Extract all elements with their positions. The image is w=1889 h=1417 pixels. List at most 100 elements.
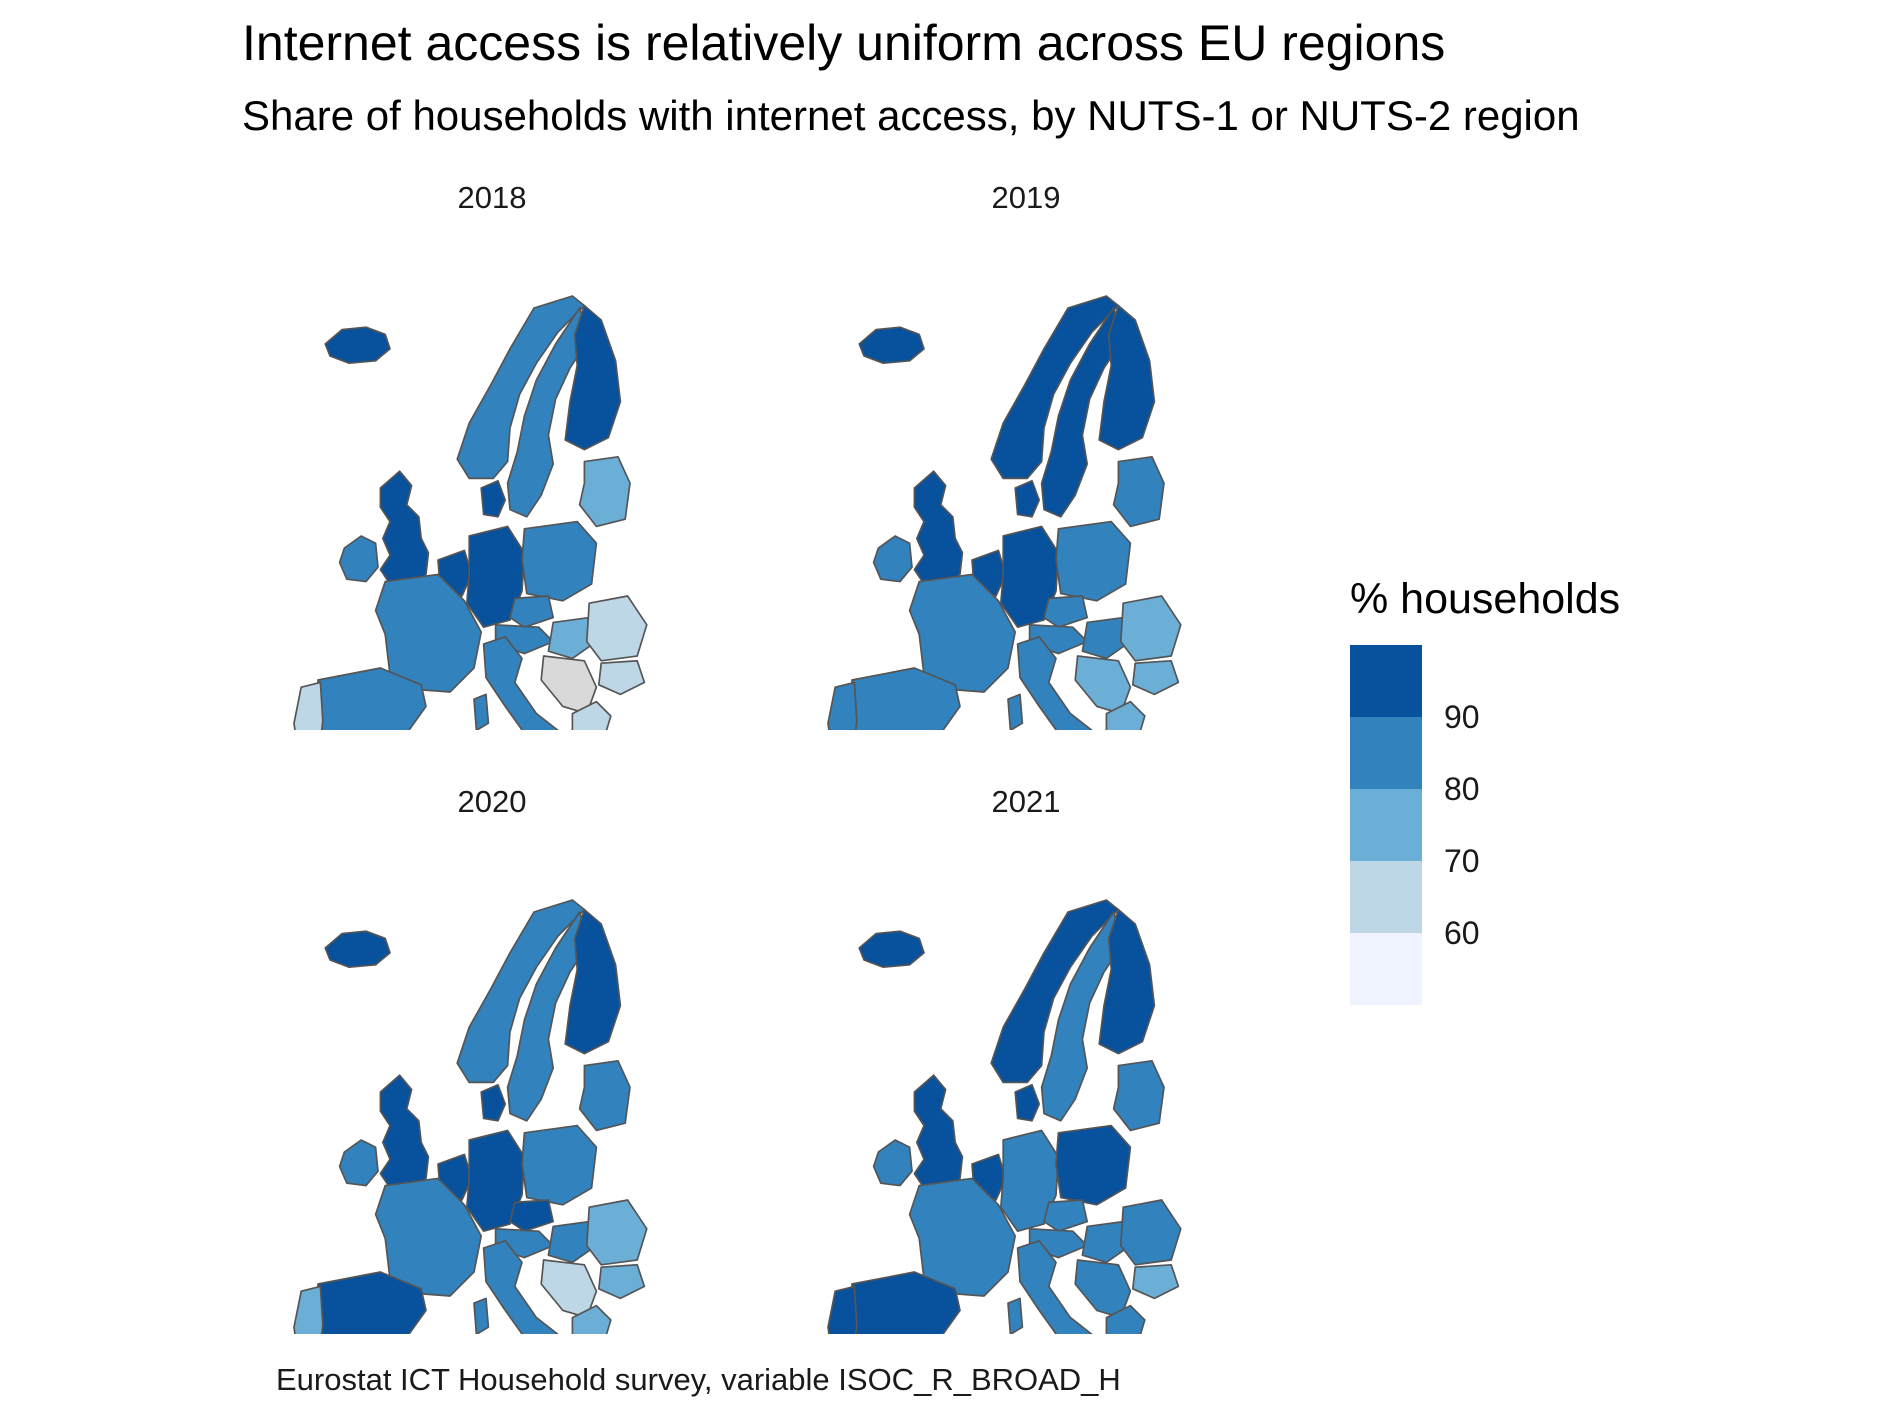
region-iceland [324,930,391,969]
legend-tick-80: 80 [1444,771,1480,807]
region-hungary [547,616,598,660]
region-greece [1105,700,1146,730]
map-regions [293,295,648,730]
region-finland [1098,908,1156,1055]
region-sweden [506,911,591,1122]
region-baltics [1112,1059,1165,1132]
region-hungary [1081,616,1132,660]
region-baltics [578,1059,631,1132]
region-iceland [858,326,925,365]
region-ireland [338,1139,379,1187]
region-poland [521,520,598,602]
chart-subtitle: Share of households with internet access… [242,92,1580,139]
legend-swatch-70-80 [1350,789,1422,861]
region-sweden [506,307,591,518]
region-iberia [851,1271,961,1334]
region-czechia [509,595,555,629]
map-panel-2018: 2018 [222,180,762,780]
region-hungary [1081,1220,1132,1264]
region-ireland [872,1139,913,1187]
region-france [908,573,1017,693]
region-italy [1016,1239,1093,1334]
region-iberia [317,667,427,730]
region-iceland [858,930,925,969]
region-finland [564,908,622,1055]
region-greece [1105,1304,1146,1334]
region-germany [465,1129,526,1233]
region-sweden [1040,307,1125,518]
region-ireland [338,535,379,583]
chart-title: Internet access is relatively uniform ac… [242,15,1446,71]
region-czechia [1043,1199,1089,1233]
region-portugal [293,1285,324,1334]
legend-title: % households [1350,575,1621,623]
region-hungary [547,1220,598,1264]
legend-tick-60: 60 [1444,915,1480,951]
region-bulgaria [597,1263,646,1300]
region-greece [571,1304,612,1334]
legend-tick-70: 70 [1444,843,1480,879]
map-regions [827,295,1182,730]
region-finland [564,304,622,451]
europe-map [293,899,648,1334]
region-baltics [1112,455,1165,528]
region-iberia [851,667,961,730]
region-sardinia [1007,693,1024,730]
region-sardinia [473,1297,490,1334]
region-romania [1119,595,1182,662]
region-iberia [317,1271,427,1334]
region-poland [1055,1124,1132,1206]
panel-year-label: 2019 [991,180,1061,215]
region-romania [585,1199,648,1266]
region-italy [482,635,559,730]
region-germany [999,1129,1060,1233]
region-uk [913,1074,964,1192]
region-denmark [480,1083,507,1122]
region-ireland [872,535,913,583]
map-regions [827,899,1182,1334]
region-sardinia [1007,1297,1024,1334]
region-denmark [1014,479,1041,518]
europe-map [293,295,648,730]
region-germany [999,525,1060,629]
region-denmark [480,479,507,518]
region-poland [1055,520,1132,602]
europe-map [827,899,1182,1334]
region-italy [1016,635,1093,730]
region-poland [521,1124,598,1206]
legend-swatch-90-plus [1350,645,1422,717]
color-legend: % households 90 80 70 60 [1350,575,1680,1015]
region-portugal [293,681,324,730]
region-baltics [578,455,631,528]
region-france [374,1177,483,1297]
map-panel-2021: 2021 [756,784,1296,1384]
region-uk [379,1074,430,1192]
region-romania [585,595,648,662]
region-czechia [509,1199,555,1233]
map-panel-2019: 2019 [756,180,1296,780]
region-portugal [827,681,858,730]
map-panel-2020: 2020 [222,784,762,1384]
region-bulgaria [1131,1263,1180,1300]
region-finland [1098,304,1156,451]
region-greece [571,700,612,730]
legend-swatch-80-90 [1350,717,1422,789]
region-uk [379,470,430,588]
legend-swatch-60-70 [1350,861,1422,933]
panel-year-label: 2020 [457,784,527,819]
region-italy [482,1239,559,1334]
region-germany [465,525,526,629]
region-bulgaria [1131,659,1180,696]
region-france [908,1177,1017,1297]
panel-year-label: 2018 [457,180,527,215]
source-caption: Eurostat ICT Household survey, variable … [276,1362,1121,1397]
region-iceland [324,326,391,365]
region-czechia [1043,595,1089,629]
region-bulgaria [597,659,646,696]
region-uk [913,470,964,588]
region-romania [1119,1199,1182,1266]
region-denmark [1014,1083,1041,1122]
region-sardinia [473,693,490,730]
region-sweden [1040,911,1125,1122]
panel-year-label: 2021 [991,784,1061,819]
